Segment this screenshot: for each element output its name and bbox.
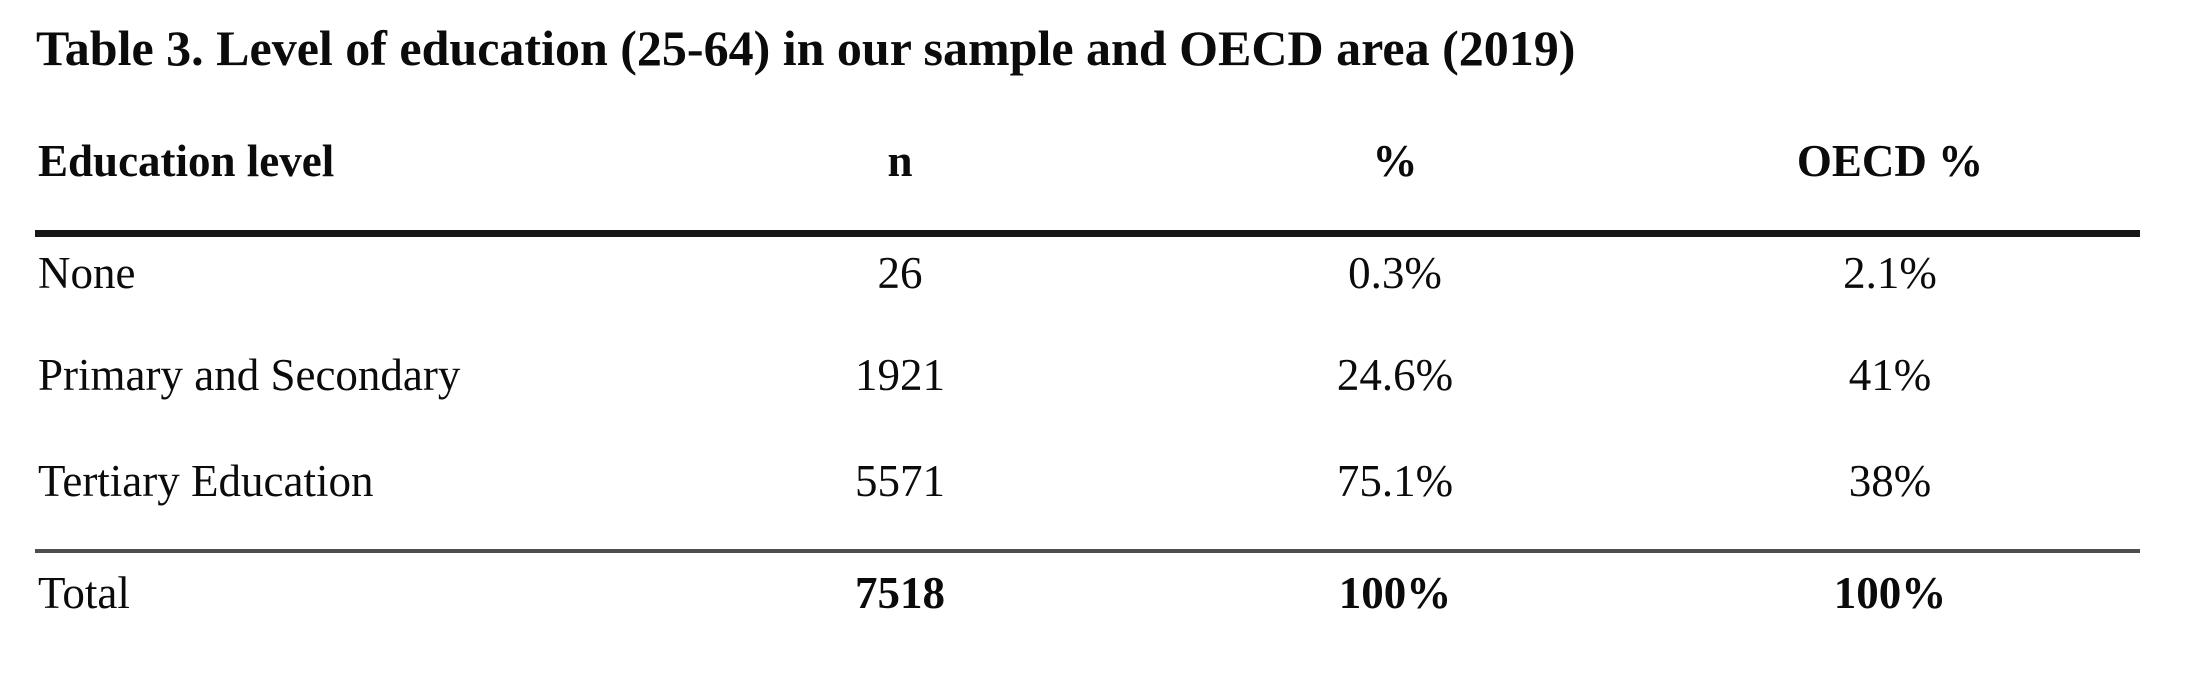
table-caption: Table 3. Level of education (25-64) in o… xyxy=(36,20,1576,76)
header-row: Education level n % OECD % xyxy=(35,136,2140,233)
education-level-table: Education level n % OECD % None 26 0.3% … xyxy=(35,136,2140,663)
cell-percent: 75.1% xyxy=(1336,456,1454,506)
table-body: None 26 0.3% 2.1% Primary and Secondary … xyxy=(35,233,2140,663)
cell-percent: 0.3% xyxy=(1348,247,1442,298)
cell-oecd-percent: 2.1% xyxy=(1843,247,1937,298)
table-header: Education level n % OECD % xyxy=(35,136,2140,233)
cell-n: 5571 xyxy=(855,456,945,506)
cell-total-oecd-percent: 100% xyxy=(1833,568,1947,618)
cell-oecd-percent: 38% xyxy=(1848,456,1932,506)
cell-total-label: Total xyxy=(38,568,130,618)
column-header-percent: % xyxy=(1372,136,1418,186)
cell-education-level: Primary and Secondary xyxy=(38,350,461,400)
table-row-tertiary: Tertiary Education 5571 75.1% 38% xyxy=(35,445,2140,551)
column-header-education-level: Education level xyxy=(38,136,335,186)
cell-percent: 24.6% xyxy=(1336,350,1454,400)
cell-education-level: Tertiary Education xyxy=(38,456,374,506)
cell-total-n: 7518 xyxy=(855,568,945,618)
cell-oecd-percent: 41% xyxy=(1848,350,1932,400)
cell-n: 26 xyxy=(877,247,923,298)
cell-total-percent: 100% xyxy=(1338,568,1452,618)
column-header-n: n xyxy=(887,136,913,186)
column-header-oecd-percent: OECD % xyxy=(1796,136,1984,186)
table-row-total: Total 7518 100% 100% xyxy=(35,551,2140,663)
table-row-primary-secondary: Primary and Secondary 1921 24.6% 41% xyxy=(35,339,2140,445)
cell-n: 1921 xyxy=(855,350,945,400)
table-row-none: None 26 0.3% 2.1% xyxy=(35,233,2140,339)
cell-education-level: None xyxy=(38,247,136,298)
